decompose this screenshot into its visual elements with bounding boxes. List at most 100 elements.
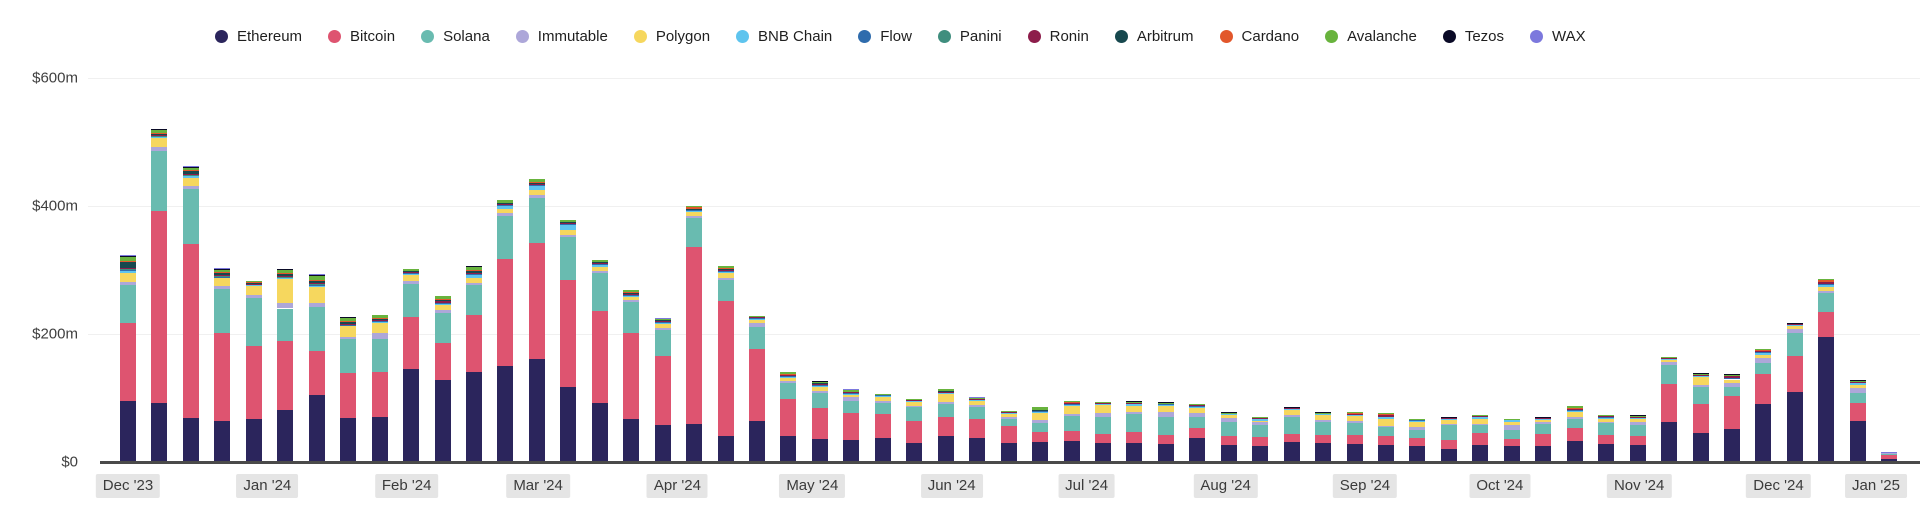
bar-segment-solana xyxy=(1598,422,1615,436)
legend-item-flow[interactable]: Flow xyxy=(858,28,912,45)
bar-week-53[interactable] xyxy=(1786,322,1803,462)
bar-segment-bitcoin xyxy=(371,371,388,418)
legend-item-polygon[interactable]: Polygon xyxy=(633,28,710,45)
bar-segment-solana xyxy=(371,339,388,372)
bar-week-26[interactable] xyxy=(937,389,954,462)
bar-week-25[interactable] xyxy=(906,399,923,462)
bar-week-17[interactable] xyxy=(654,318,671,462)
bar-week-27[interactable] xyxy=(969,397,986,462)
legend-item-ronin[interactable]: Ronin xyxy=(1027,28,1089,45)
bar-segment-polygon xyxy=(1755,354,1772,358)
bar-week-20[interactable] xyxy=(749,315,765,462)
bar-week-41[interactable] xyxy=(1409,418,1426,462)
bar-week-10[interactable] xyxy=(434,296,451,462)
bar-segment-polygon xyxy=(1472,418,1489,424)
bar-segment-cardano xyxy=(1378,413,1394,416)
bar-week-12[interactable] xyxy=(497,200,514,462)
bar-week-44[interactable] xyxy=(1503,418,1520,462)
bar-week-56[interactable] xyxy=(1881,451,1898,462)
bar-week-36[interactable] xyxy=(1252,417,1269,462)
bar-segment-cardano xyxy=(780,373,797,375)
bar-week-11[interactable] xyxy=(465,266,482,462)
bar-segment-ethereum xyxy=(1818,337,1835,462)
bar-week-50[interactable] xyxy=(1692,373,1709,462)
legend-item-avalanche[interactable]: Avalanche xyxy=(1325,28,1417,45)
bar-week-32[interactable] xyxy=(1126,400,1143,462)
bar-segment-bnb-chain xyxy=(528,185,545,191)
bar-segment-avalanche xyxy=(591,259,608,262)
bar-week-1[interactable] xyxy=(151,129,168,462)
bar-segment-ronin xyxy=(1409,419,1426,421)
bar-segment-ethereum xyxy=(937,435,954,462)
bar-week-29[interactable] xyxy=(1032,407,1049,462)
bar-week-47[interactable] xyxy=(1598,415,1615,462)
bar-week-23[interactable] xyxy=(843,389,860,462)
bar-segment-avalanche xyxy=(308,275,325,281)
bar-week-35[interactable] xyxy=(1220,412,1237,462)
bar-week-14[interactable] xyxy=(560,220,577,462)
bar-segment-ronin xyxy=(906,399,923,401)
legend-item-immutable[interactable]: Immutable xyxy=(515,28,608,45)
bar-week-55[interactable] xyxy=(1849,380,1866,462)
bar-week-39[interactable] xyxy=(1346,412,1363,462)
bar-week-28[interactable] xyxy=(1000,411,1017,462)
bar-week-4[interactable] xyxy=(245,281,262,462)
bar-segment-immutable xyxy=(403,281,420,284)
bar-segment-ethereum xyxy=(1094,442,1111,462)
bar-week-33[interactable] xyxy=(1157,401,1174,462)
bar-week-7[interactable] xyxy=(340,316,357,462)
legend-item-bnb-chain[interactable]: BNB Chain xyxy=(736,28,832,45)
legend-label: Arbitrum xyxy=(1136,27,1194,45)
bar-week-49[interactable] xyxy=(1661,357,1678,462)
x-axis-month-label: Mar '24 xyxy=(506,474,570,498)
bar-week-46[interactable] xyxy=(1566,406,1583,462)
bar-week-30[interactable] xyxy=(1063,400,1080,462)
legend-item-wax[interactable]: WAX xyxy=(1530,28,1586,45)
bar-week-54[interactable] xyxy=(1818,279,1835,462)
bar-week-6[interactable] xyxy=(308,273,325,462)
legend-item-solana[interactable]: Solana xyxy=(421,28,490,45)
bar-segment-bitcoin xyxy=(1032,431,1049,443)
legend-item-bitcoin[interactable]: Bitcoin xyxy=(328,28,395,45)
bar-week-18[interactable] xyxy=(686,206,703,462)
bar-week-16[interactable] xyxy=(623,289,640,462)
bar-segment-ronin xyxy=(1503,419,1520,420)
bar-week-0[interactable] xyxy=(120,255,136,462)
bar-week-9[interactable] xyxy=(403,268,420,462)
bar-segment-bnb-chain xyxy=(1818,284,1835,287)
legend-item-ethereum[interactable]: Ethereum xyxy=(215,28,302,45)
bar-week-5[interactable] xyxy=(277,269,294,462)
bar-week-45[interactable] xyxy=(1535,417,1552,462)
bar-week-34[interactable] xyxy=(1189,403,1206,462)
bar-week-8[interactable] xyxy=(371,314,388,462)
bar-week-51[interactable] xyxy=(1723,373,1740,462)
bar-week-19[interactable] xyxy=(717,266,734,462)
bar-week-37[interactable] xyxy=(1283,407,1300,462)
bar-segment-ronin xyxy=(1094,402,1111,404)
bar-week-22[interactable] xyxy=(811,381,828,462)
bar-week-24[interactable] xyxy=(874,393,891,462)
bar-week-38[interactable] xyxy=(1315,412,1332,462)
bar-week-21[interactable] xyxy=(780,372,797,462)
legend-item-cardano[interactable]: Cardano xyxy=(1219,28,1299,45)
bar-segment-ronin xyxy=(1598,415,1615,418)
legend-item-arbitrum[interactable]: Arbitrum xyxy=(1114,27,1194,45)
bar-segment-immutable xyxy=(340,337,357,340)
bar-week-43[interactable] xyxy=(1472,415,1489,462)
bar-week-42[interactable] xyxy=(1440,416,1457,462)
bar-week-31[interactable] xyxy=(1094,401,1111,462)
bar-week-13[interactable] xyxy=(528,179,545,462)
legend-item-tezos[interactable]: Tezos xyxy=(1442,28,1504,45)
legend-item-panini[interactable]: Panini xyxy=(937,28,1002,45)
bar-segment-solana xyxy=(1566,419,1583,429)
bar-segment-ethereum xyxy=(1661,421,1678,462)
bar-segment-panini xyxy=(214,275,231,277)
bar-week-40[interactable] xyxy=(1378,412,1394,462)
bar-segment-ronin xyxy=(1189,404,1206,406)
bar-week-48[interactable] xyxy=(1629,415,1646,462)
bar-segment-ethereum xyxy=(1472,444,1489,462)
bar-week-2[interactable] xyxy=(182,165,199,462)
bar-week-52[interactable] xyxy=(1755,349,1772,462)
bar-week-3[interactable] xyxy=(214,268,231,462)
bar-week-15[interactable] xyxy=(591,259,608,462)
